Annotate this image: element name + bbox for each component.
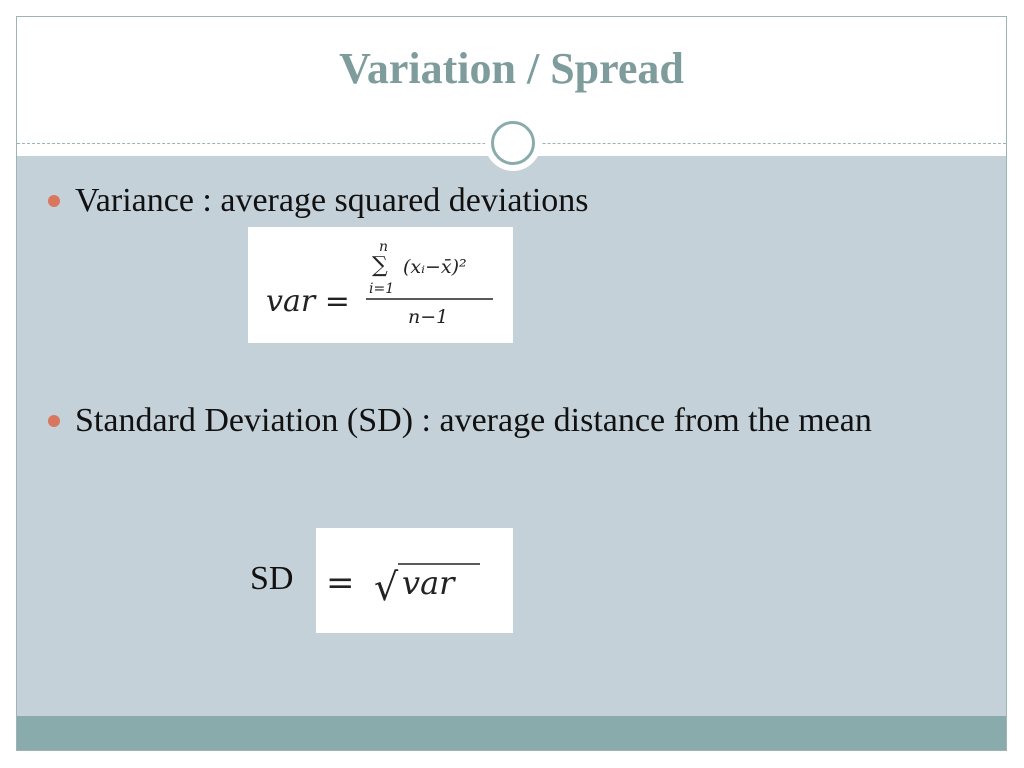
sum-lower: i=1 bbox=[369, 281, 394, 297]
formula-box: var = n ∑ i=1 (xᵢ−x̄)² n−1 bbox=[248, 227, 513, 343]
sd-formula: = √ var bbox=[326, 563, 480, 609]
bullet: Variance : average squared deviations bbox=[75, 182, 589, 219]
variance-formula: var = n ∑ i=1 (xᵢ−x̄)² n−1 bbox=[266, 239, 493, 328]
formula-box: = √ var bbox=[316, 528, 513, 633]
sd-label: SD bbox=[250, 560, 294, 597]
equals: = bbox=[326, 563, 355, 603]
radical: √ bbox=[374, 565, 399, 609]
title: Variation / Spread bbox=[339, 44, 684, 93]
sum-upper: n bbox=[379, 239, 388, 255]
sum-term: (xᵢ−x̄)² bbox=[403, 256, 467, 278]
footer-bar bbox=[17, 716, 1006, 750]
denominator: n−1 bbox=[408, 306, 448, 328]
formula-lhs: var = bbox=[266, 284, 350, 319]
bullet-dot bbox=[48, 415, 60, 427]
ornament bbox=[485, 115, 541, 171]
radicand: var bbox=[402, 564, 456, 602]
slide: Variation / Spread Variance : average sq… bbox=[16, 16, 1007, 751]
bullet: Standard Deviation (SD) : average distan… bbox=[75, 402, 872, 439]
bullet-dot bbox=[48, 195, 60, 207]
sum-symbol: ∑ bbox=[372, 253, 388, 278]
